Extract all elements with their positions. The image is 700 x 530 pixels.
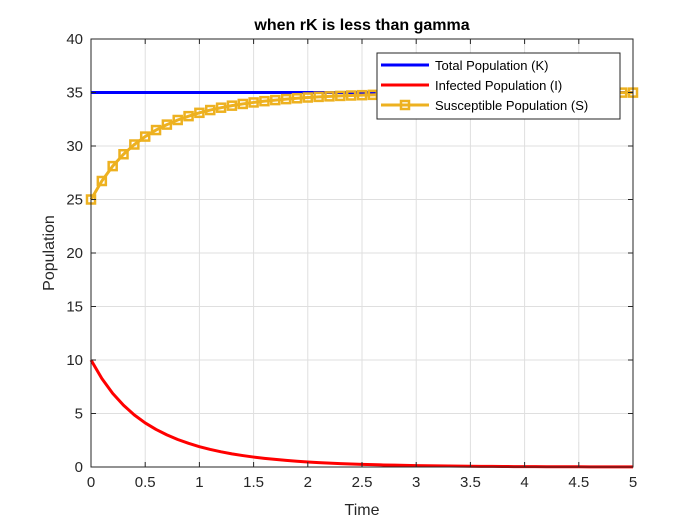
series-marker-3 (270, 94, 281, 106)
y-tick-label: 30 (66, 138, 83, 155)
series-marker-3 (183, 110, 194, 122)
y-tick-label: 10 (66, 352, 83, 369)
series-marker-3 (259, 95, 270, 107)
legend-label-3: Susceptible Population (S) (435, 98, 588, 113)
legend-label-2: Infected Population (I) (435, 78, 562, 93)
legend-label-1: Total Population (K) (435, 58, 548, 73)
y-tick-label: 0 (75, 459, 83, 476)
y-tick-label: 15 (66, 299, 83, 316)
series-marker-3 (356, 89, 368, 101)
x-tick-label: 1.5 (243, 474, 264, 491)
series-marker-3 (335, 90, 346, 102)
series-marker-3 (139, 131, 151, 142)
y-tick-label: 20 (66, 245, 83, 262)
series-marker-3 (237, 98, 249, 110)
series-marker-3 (194, 107, 205, 119)
series-marker-3 (107, 160, 118, 172)
series-marker-3 (172, 114, 183, 126)
x-tick-label: 0.5 (135, 474, 156, 491)
series-marker-3 (324, 91, 335, 102)
legend-marker-3 (399, 99, 411, 111)
series-marker-3 (345, 90, 357, 101)
series-marker-3 (280, 93, 292, 105)
series-marker-3 (96, 175, 108, 187)
ticks: 0 0.5 1 1.5 2 2.5 3 3.5 4 4.5 5 0 5 10 15 20 25 30 35 40 (66, 31, 637, 491)
series-marker-3 (248, 97, 259, 108)
series-marker-3 (150, 124, 162, 136)
y-tick-label: 5 (75, 406, 83, 423)
series-marker-3 (226, 100, 238, 111)
series-marker-3 (204, 104, 216, 116)
series-marker-3 (291, 93, 303, 104)
x-tick-label: 1 (195, 474, 203, 491)
chart-title: when rK is less than gamma (253, 17, 469, 34)
series-marker-3 (118, 148, 129, 160)
y-axis-label: Population (41, 215, 58, 291)
legend: Total Population (K) Infected Population … (376, 52, 621, 120)
x-tick-label: 0 (87, 474, 95, 491)
x-tick-label: 3 (412, 474, 420, 491)
x-tick-label: 3.5 (460, 474, 481, 491)
y-tick-label: 40 (66, 31, 83, 48)
x-tick-label: 4.5 (568, 474, 589, 491)
series-marker-3 (161, 119, 173, 130)
series-marker-3 (215, 102, 227, 113)
series-marker-3 (302, 92, 314, 103)
x-axis-label: Time (345, 502, 380, 519)
x-tick-label: 4 (520, 474, 528, 491)
series-marker-3 (129, 139, 140, 150)
x-tick-label: 2.5 (352, 474, 373, 491)
y-tick-label: 25 (66, 192, 83, 209)
x-tick-label: 5 (629, 474, 637, 491)
x-tick-label: 2 (304, 474, 312, 491)
y-tick-label: 35 (66, 85, 83, 102)
series-marker-3 (313, 91, 324, 103)
